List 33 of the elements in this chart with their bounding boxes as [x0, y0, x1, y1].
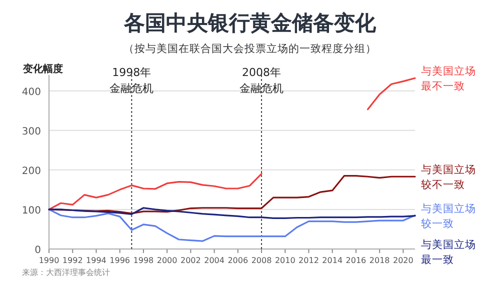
- y-tick-label: 100: [22, 205, 41, 216]
- x-tick-label: 2000: [156, 256, 178, 265]
- source-note: 来源：大西洋理事会统计: [22, 268, 110, 277]
- x-tick-label: 2012: [298, 256, 319, 265]
- x-tick-label: 2006: [228, 256, 248, 265]
- x-tick-label: 2016: [346, 256, 366, 265]
- series-label: 与美国立场较不一致: [421, 163, 476, 192]
- x-tick-label: 2002: [180, 256, 201, 265]
- y-tick-label: 200: [22, 166, 41, 177]
- y-tick-label: 300: [22, 126, 41, 138]
- x-tick-label: 2014: [322, 256, 343, 265]
- x-tick-label: 1992: [62, 256, 83, 265]
- ref-line-label: 2008年金融危机: [240, 66, 284, 95]
- x-tick-label: 1990: [38, 256, 60, 265]
- x-tick-label: 1998: [133, 256, 154, 265]
- x-tick-label: 2008: [251, 256, 272, 265]
- x-tick-label: 1996: [110, 256, 130, 265]
- y-tick-label: 400: [22, 86, 41, 98]
- x-tick-label: 2018: [369, 256, 390, 265]
- chart-title: 各国中央银行黄金储备变化: [123, 11, 377, 35]
- x-tick-label: 2020: [393, 256, 414, 265]
- y-axis-title: 变化幅度: [22, 63, 63, 75]
- line-series: [48, 208, 416, 242]
- chart-subtitle: （按与美国在联合国大会投票立场的一致程度分组）: [124, 42, 376, 55]
- x-tick-label: 1994: [86, 256, 106, 265]
- x-tick-label: 2010: [274, 256, 296, 265]
- ref-line-label: 1998年金融危机: [110, 66, 154, 95]
- x-tick-label: 2004: [204, 256, 224, 265]
- line-series: [48, 207, 416, 219]
- series-label: 与美国立场较一致: [421, 202, 476, 230]
- series-label: 与美国立场最不一致: [421, 64, 476, 93]
- text: 与美国立场最一致: [421, 238, 476, 266]
- y-tick-label: 0: [34, 245, 41, 256]
